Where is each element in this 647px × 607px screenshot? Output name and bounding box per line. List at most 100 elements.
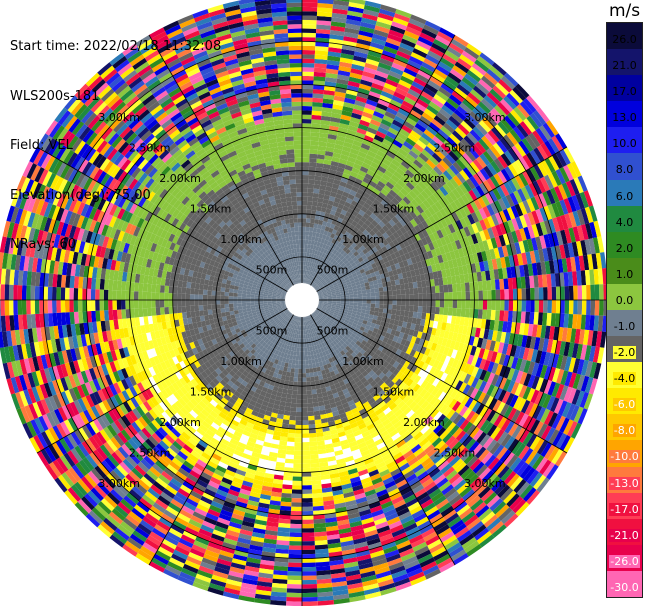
range-gate [370,191,378,199]
range-gate [342,205,349,212]
range-gate [319,211,326,217]
range-gate [298,368,302,374]
range-gate [325,250,331,256]
range-gate [369,229,376,237]
range-gate [390,208,399,217]
range-gate [363,278,369,284]
range-gate [370,292,376,297]
range-gate [551,231,560,247]
range-gate [327,261,332,267]
range-gate [399,176,409,185]
range-gate [340,209,348,216]
range-gate [323,253,328,259]
range-gate [366,303,371,308]
range-gate [330,271,336,276]
range-gate [482,300,488,310]
range-gate [302,536,315,542]
range-gate [370,176,380,185]
range-gate [540,159,552,175]
range-gate [335,139,345,146]
range-gate [509,129,522,143]
range-gate [464,192,474,204]
range-gate [303,278,306,283]
range-gate [332,4,349,11]
range-gate [339,118,350,126]
range-gate [354,259,360,265]
range-gate [314,414,321,421]
range-gate [308,231,313,237]
range-gate [307,188,314,193]
range-gate [386,281,392,287]
range-gate [382,282,388,288]
range-gate [572,210,581,227]
range-gate [559,166,570,183]
range-gate [366,54,381,63]
range-gate [398,128,410,138]
range-gate [302,183,309,189]
range-gate [446,180,456,192]
range-gate [352,181,361,189]
range-gate [495,300,501,311]
range-gate [477,309,483,319]
range-gate [323,94,335,100]
range-gate [399,283,405,290]
range-gate [461,50,477,63]
range-gate [313,410,321,416]
range-gate [313,259,318,264]
range-gate [375,295,380,300]
range-gate [451,221,460,232]
range-gate [385,203,394,212]
range-gate [526,95,540,111]
range-gate [439,285,445,293]
range-gate [325,287,331,291]
range-gate [310,214,316,220]
range-gate [391,62,406,72]
range-gate [347,80,361,88]
range-gate [362,300,367,304]
range-gate [290,402,297,408]
range-gate [342,191,350,198]
range-gate [302,364,306,369]
range-gate [304,248,308,253]
range-gate [413,300,419,307]
range-gate [345,197,353,204]
range-gate [319,132,329,139]
range-gate [483,228,491,241]
range-gate [357,34,373,42]
range-gate [397,273,404,280]
range-gate [403,96,417,106]
range-gate [316,202,323,208]
range-gate [302,205,307,210]
range-gate [316,274,320,280]
range-gate [451,147,463,159]
range-gate [392,300,397,305]
range-gate [396,300,402,306]
range-gate [305,231,310,236]
range-gate [348,267,355,272]
range-gate [390,66,404,76]
range-gate [348,274,354,279]
range-gate [435,292,440,300]
range-gate [307,398,313,404]
range-gate [507,219,516,233]
range-gate [396,294,402,300]
range-gate [421,237,428,246]
range-gate [525,168,537,183]
range-gate [316,158,325,164]
range-gate [516,123,529,138]
range-gate [343,287,349,292]
range-gate [504,150,516,164]
range-gate [519,101,534,116]
range-gate [470,211,480,223]
range-gate [436,220,445,230]
range-gate [294,364,299,369]
range-gate [422,199,432,209]
range-gate [575,193,585,210]
range-gate [339,238,346,245]
range-gate [318,141,327,147]
range-gate [352,108,364,116]
range-gate [302,592,318,598]
range-gate [476,55,492,69]
range-gate [302,571,317,576]
range-gate [330,25,346,32]
